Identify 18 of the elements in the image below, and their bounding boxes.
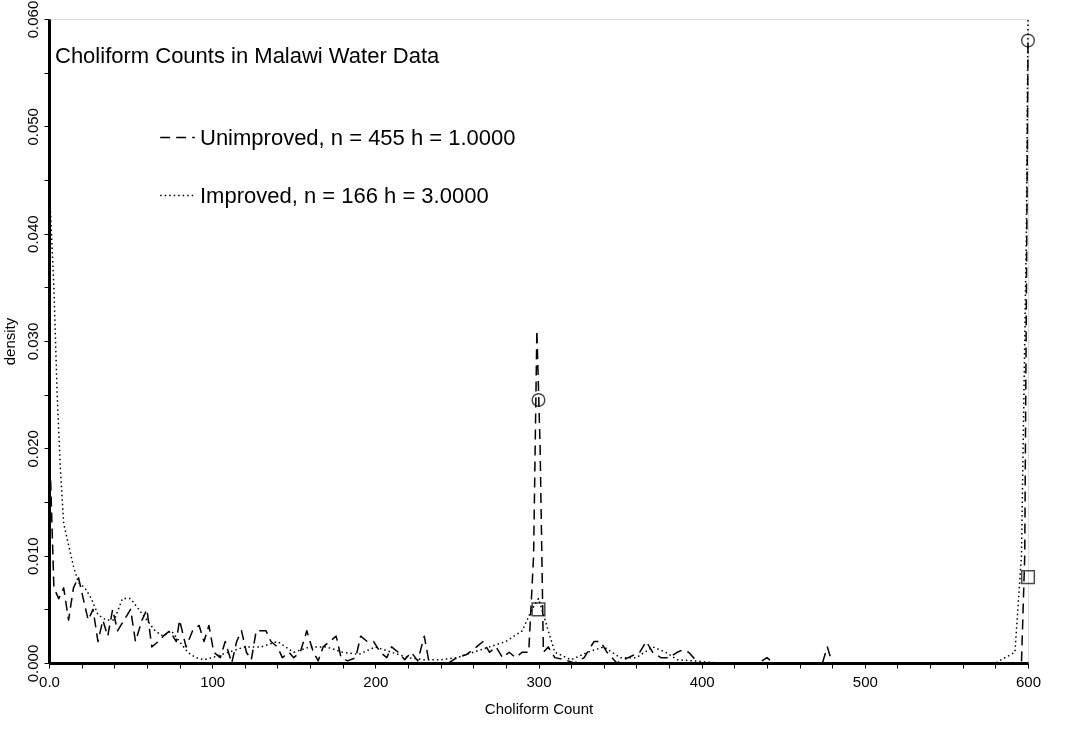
x-tick-label: 200 <box>363 672 389 690</box>
y-tick-label: 0.040 <box>23 215 41 253</box>
x-tick-label: 500 <box>852 672 878 690</box>
y-tick-label: 0.030 <box>23 322 41 361</box>
x-axis-title: Choliform Count <box>484 699 595 717</box>
x-tick-label: 100 <box>200 672 226 690</box>
text: Choliform Counts in Malawi Water Data <box>55 43 441 69</box>
y-tick-label: 0.060 <box>23 0 41 39</box>
y-tick-label: 0.050 <box>23 108 41 146</box>
legend-label: Improved, n = 166 h = 3.0000 <box>200 182 489 208</box>
y-axis-title: density <box>0 317 18 366</box>
legend-label: Unimproved, n = 455 h = 1.0000 <box>200 124 516 150</box>
x-tick-label: 400 <box>689 672 715 690</box>
y-tick-label: 0.020 <box>23 430 41 468</box>
x-tick-label: 0.0 <box>39 672 60 690</box>
y-tick-label: 0.010 <box>23 537 41 575</box>
x-tick-label: 300 <box>526 672 552 690</box>
x-tick-label: 600 <box>1015 672 1042 690</box>
